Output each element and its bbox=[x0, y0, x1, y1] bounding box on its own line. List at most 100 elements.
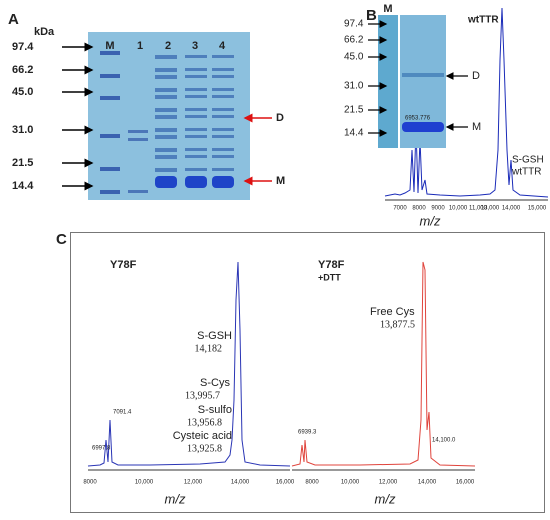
band bbox=[155, 148, 177, 152]
marker-label: 97.4 bbox=[12, 41, 34, 53]
peak-name: S-GSH bbox=[197, 330, 232, 342]
marker-label: 45.0 bbox=[12, 86, 33, 98]
band bbox=[128, 138, 148, 141]
x-tick-label: 12,000 bbox=[184, 480, 203, 486]
marker-label: 21.5 bbox=[12, 157, 33, 169]
x-axis-label: m/z bbox=[165, 491, 186, 506]
band bbox=[185, 176, 207, 188]
marker-label: 14.4 bbox=[344, 128, 364, 139]
peak-name: S-sulfo bbox=[198, 404, 232, 416]
spectrum bbox=[384, 7, 549, 198]
band bbox=[100, 96, 120, 100]
inset-marker-lane bbox=[378, 15, 398, 148]
band bbox=[212, 128, 234, 131]
spectrum bbox=[291, 261, 476, 467]
marker-label: 66.2 bbox=[12, 64, 33, 76]
band bbox=[155, 128, 177, 132]
band bbox=[185, 128, 207, 131]
unit: kDa bbox=[34, 26, 55, 38]
x-tick-label: 16,000 bbox=[456, 480, 475, 486]
panel-label: A bbox=[8, 11, 19, 28]
x-axis-label: m/z bbox=[420, 213, 441, 228]
lane-label: 1 bbox=[137, 40, 143, 52]
x-tick-label: 15,000 bbox=[528, 206, 547, 212]
panel-label: B bbox=[366, 7, 377, 24]
x-tick-label: 12,000 bbox=[379, 480, 398, 486]
peak-mass: 13,995.7 bbox=[185, 390, 220, 401]
band bbox=[100, 190, 120, 194]
peak-name: Cysteic acid bbox=[173, 430, 232, 442]
band bbox=[155, 115, 177, 119]
x-tick-label: 7000 bbox=[393, 206, 407, 212]
band bbox=[185, 75, 207, 78]
band bbox=[185, 115, 207, 118]
lane-label: 2 bbox=[165, 40, 171, 52]
band bbox=[155, 135, 177, 139]
band bbox=[402, 122, 444, 132]
band bbox=[100, 134, 120, 138]
panel-label: C bbox=[56, 231, 67, 248]
spectrum-title: Y78F bbox=[110, 259, 137, 271]
x-tick-label: 16,000 bbox=[276, 480, 295, 486]
marker-label: 66.2 bbox=[344, 35, 364, 46]
band bbox=[185, 168, 207, 171]
x-tick-label: 10,000 bbox=[135, 480, 154, 486]
x-tick-label: 9000 bbox=[431, 206, 445, 212]
lane-label: 4 bbox=[219, 40, 226, 52]
band bbox=[402, 73, 444, 77]
marker-label: 14.4 bbox=[12, 180, 34, 192]
peak-mass: 6997.8 bbox=[92, 446, 111, 452]
band bbox=[100, 51, 120, 55]
peak-mass: 13,877.5 bbox=[380, 319, 415, 330]
x-tick-label: 11,000 bbox=[469, 206, 488, 212]
band bbox=[100, 74, 120, 78]
band bbox=[185, 135, 207, 138]
panel-c: C Y78FS-GSH14,182S-Cys13,995.7S-sulfo13,… bbox=[56, 231, 545, 513]
band bbox=[212, 55, 234, 58]
band bbox=[185, 55, 207, 58]
band bbox=[185, 155, 207, 158]
band bbox=[212, 176, 234, 188]
band bbox=[185, 148, 207, 151]
band bbox=[155, 55, 177, 59]
band bbox=[128, 190, 148, 193]
panel-a: A kDa M 1 2 3 4 97.4 66.2 45.0 31.0 21.5 14.4 D M bbox=[8, 11, 285, 200]
band bbox=[155, 68, 177, 72]
lane-label: M bbox=[383, 3, 392, 15]
band bbox=[155, 108, 177, 112]
lane-label: M bbox=[105, 40, 114, 52]
band-label: D bbox=[276, 112, 284, 124]
band bbox=[185, 68, 207, 71]
band bbox=[212, 88, 234, 91]
peak-mass: 14,100.0 bbox=[432, 438, 456, 444]
peak-name: Free Cys bbox=[370, 306, 415, 318]
x-tick-label: 8000 bbox=[412, 206, 426, 212]
marker-label: 31.0 bbox=[12, 124, 33, 136]
band bbox=[155, 88, 177, 92]
band-label: M bbox=[276, 175, 285, 187]
band bbox=[155, 176, 177, 188]
x-tick-label: 14,000 bbox=[418, 480, 437, 486]
marker-label: 31.0 bbox=[344, 81, 364, 92]
panel-b: B M97.466.245.031.021.514.4DMwtTTRS-GSHw… bbox=[344, 3, 549, 228]
band-label: M bbox=[472, 121, 481, 133]
peak-mass: 14,182 bbox=[195, 343, 223, 354]
band bbox=[212, 168, 234, 171]
band bbox=[155, 155, 177, 159]
peak-label: wtTTR bbox=[511, 167, 541, 178]
marker-label: 21.5 bbox=[344, 105, 364, 116]
x-tick-label: 8000 bbox=[83, 480, 97, 486]
band-label: D bbox=[472, 70, 480, 82]
band bbox=[155, 168, 177, 172]
spectrum-title: Y78F bbox=[318, 259, 345, 271]
band bbox=[155, 75, 177, 79]
band bbox=[212, 68, 234, 71]
peak-mass: 13,956.8 bbox=[187, 417, 222, 428]
spectrum bbox=[87, 261, 291, 467]
peak-label: S-GSH bbox=[512, 155, 544, 166]
peak-label: wtTTR bbox=[467, 15, 499, 26]
frame bbox=[70, 232, 545, 513]
band bbox=[100, 167, 120, 171]
band bbox=[185, 95, 207, 98]
